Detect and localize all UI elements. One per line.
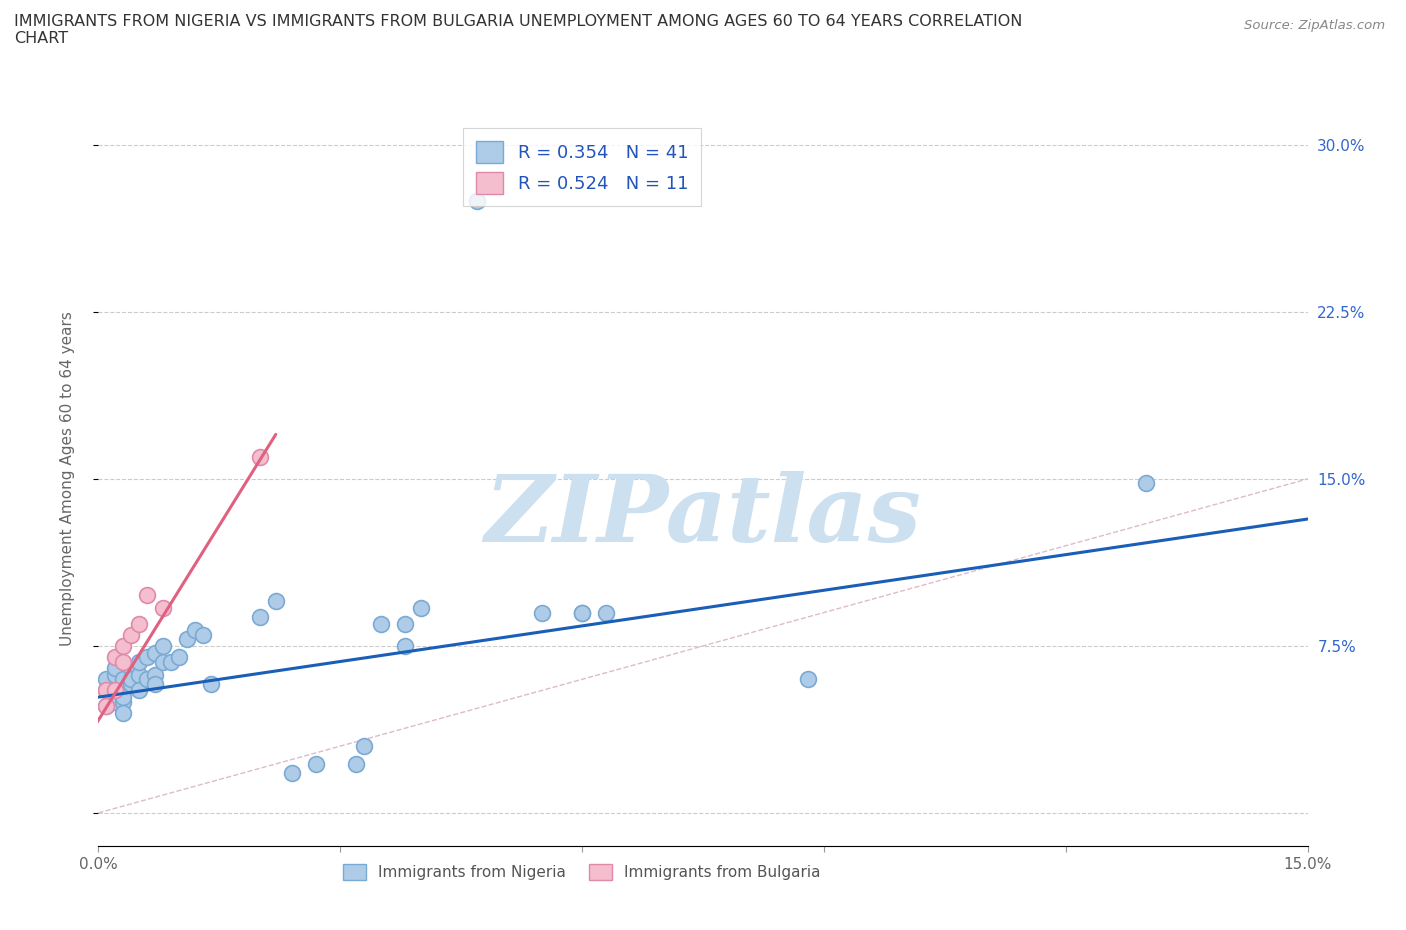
Point xyxy=(143,676,166,691)
Point xyxy=(152,639,174,654)
Legend: Immigrants from Nigeria, Immigrants from Bulgaria: Immigrants from Nigeria, Immigrants from… xyxy=(337,858,827,886)
Point xyxy=(394,639,416,654)
Point xyxy=(143,668,166,683)
Point xyxy=(103,668,125,683)
Point xyxy=(281,765,304,780)
Point xyxy=(394,617,416,631)
Point xyxy=(200,676,222,691)
Point xyxy=(143,645,166,660)
Text: ZIPatlas: ZIPatlas xyxy=(485,471,921,561)
Point xyxy=(249,449,271,464)
Point xyxy=(128,654,150,669)
Point xyxy=(152,654,174,669)
Point xyxy=(96,683,118,698)
Point xyxy=(409,601,432,616)
Point xyxy=(353,738,375,753)
Point xyxy=(370,617,392,631)
Point xyxy=(120,628,142,643)
Point xyxy=(135,671,157,686)
Point xyxy=(111,705,134,720)
Point xyxy=(96,683,118,698)
Point xyxy=(111,690,134,705)
Point xyxy=(249,609,271,624)
Point xyxy=(120,660,142,675)
Point xyxy=(120,676,142,691)
Y-axis label: Unemployment Among Ages 60 to 64 years: Unemployment Among Ages 60 to 64 years xyxy=(60,312,75,646)
Point xyxy=(135,587,157,602)
Text: Source: ZipAtlas.com: Source: ZipAtlas.com xyxy=(1244,19,1385,32)
Point xyxy=(128,668,150,683)
Point xyxy=(160,654,183,669)
Point xyxy=(103,650,125,665)
Point xyxy=(128,617,150,631)
Point xyxy=(103,683,125,698)
Point xyxy=(111,694,134,709)
Point xyxy=(103,694,125,709)
Point xyxy=(111,671,134,686)
Point xyxy=(530,605,553,620)
Point xyxy=(184,623,207,638)
Point xyxy=(305,756,328,771)
Point xyxy=(103,683,125,698)
Point xyxy=(797,671,820,686)
Point xyxy=(152,601,174,616)
Point xyxy=(264,594,287,609)
Point xyxy=(111,639,134,654)
Point xyxy=(344,756,367,771)
Point xyxy=(167,650,190,665)
Point xyxy=(103,660,125,675)
Point xyxy=(595,605,617,620)
Point xyxy=(96,671,118,686)
Point xyxy=(96,698,118,713)
Point xyxy=(193,628,215,643)
Point xyxy=(571,605,593,620)
Point xyxy=(1135,476,1157,491)
Point xyxy=(120,671,142,686)
Point xyxy=(135,650,157,665)
Point xyxy=(571,605,593,620)
Point xyxy=(96,698,118,713)
Point xyxy=(465,193,488,208)
Text: IMMIGRANTS FROM NIGERIA VS IMMIGRANTS FROM BULGARIA UNEMPLOYMENT AMONG AGES 60 T: IMMIGRANTS FROM NIGERIA VS IMMIGRANTS FR… xyxy=(14,14,1022,46)
Point xyxy=(176,631,198,646)
Point xyxy=(111,654,134,669)
Point xyxy=(128,683,150,698)
